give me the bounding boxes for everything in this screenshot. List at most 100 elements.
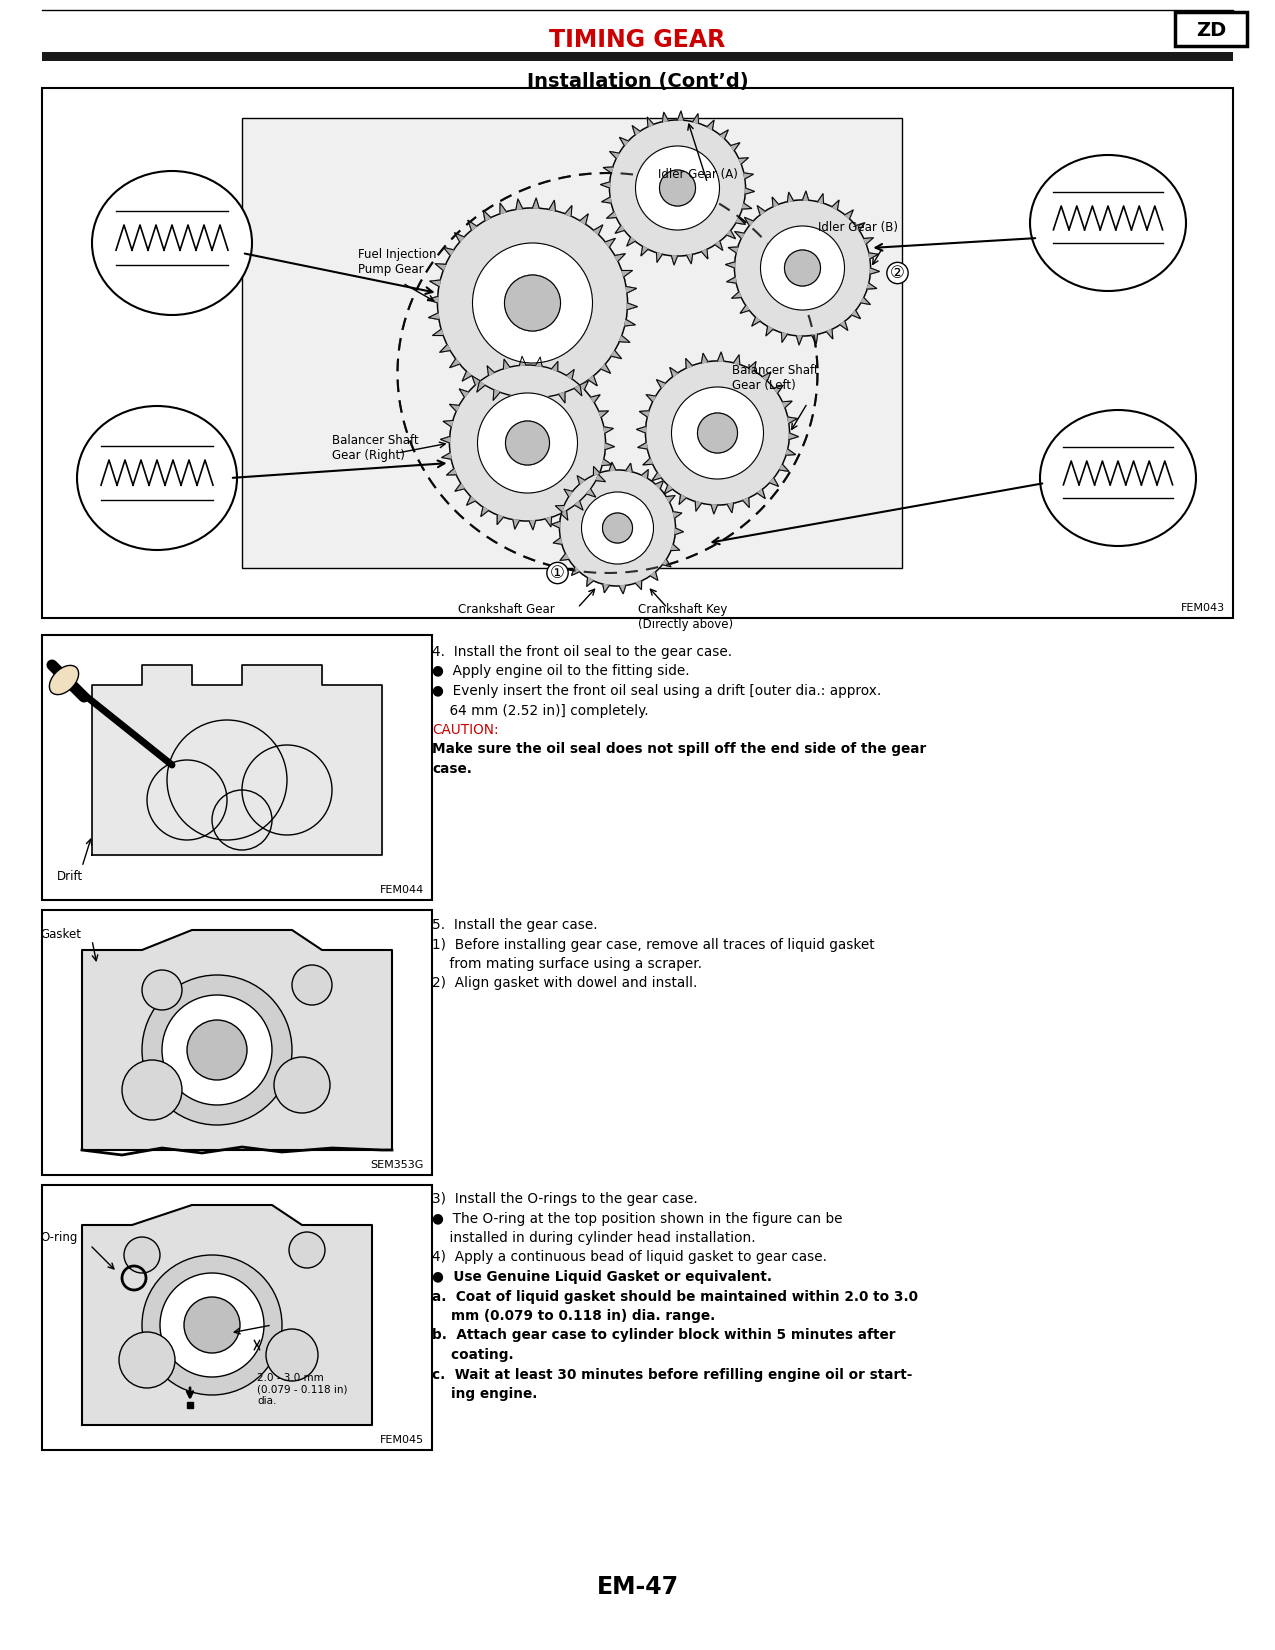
Polygon shape [558,393,565,403]
Text: ZD: ZD [1196,20,1227,40]
Polygon shape [561,510,567,520]
Polygon shape [620,335,630,342]
Polygon shape [607,211,616,218]
Polygon shape [671,544,680,551]
Polygon shape [687,254,692,264]
Circle shape [142,975,292,1125]
Polygon shape [525,398,533,408]
Text: 4.  Install the front oil seal to the gear case.: 4. Install the front oil seal to the gea… [432,645,732,658]
Text: FEM044: FEM044 [380,884,425,894]
Polygon shape [733,355,740,365]
Polygon shape [578,475,585,483]
Polygon shape [677,111,683,120]
Polygon shape [636,427,646,432]
Polygon shape [743,498,750,508]
Polygon shape [743,173,754,178]
Polygon shape [641,470,648,478]
Text: Crankshaft Key
(Directly above): Crankshaft Key (Directly above) [638,602,733,630]
Text: Make sure the oil seal does not spill off the end side of the gear: Make sure the oil seal does not spill of… [432,742,926,756]
Polygon shape [533,198,539,208]
Polygon shape [620,335,630,342]
Polygon shape [745,218,754,226]
Polygon shape [672,256,677,266]
Text: Idler Gear (A): Idler Gear (A) [658,168,737,182]
Polygon shape [513,520,519,530]
Polygon shape [440,345,450,353]
Ellipse shape [1040,409,1196,546]
Polygon shape [586,488,595,497]
Polygon shape [481,507,488,516]
Polygon shape [627,304,638,310]
Polygon shape [565,206,571,216]
Polygon shape [444,421,453,427]
Polygon shape [601,182,609,188]
Polygon shape [663,559,671,568]
Polygon shape [622,271,632,277]
Polygon shape [757,490,765,498]
Bar [42,53,1233,61]
Polygon shape [766,327,773,337]
Polygon shape [586,578,593,586]
Polygon shape [477,381,485,393]
Polygon shape [727,277,736,284]
Polygon shape [635,581,641,589]
Polygon shape [459,389,468,398]
Polygon shape [441,437,450,442]
Polygon shape [733,355,740,365]
Polygon shape [601,182,609,188]
Text: SEM353G: SEM353G [371,1160,425,1170]
Circle shape [697,412,737,454]
Polygon shape [574,384,581,396]
Polygon shape [446,469,456,475]
Bar [42,635,432,899]
Text: 1)  Before installing gear case, remove all traces of liquid gasket: 1) Before installing gear case, remove a… [432,937,875,952]
Text: ●  Apply engine oil to the fitting side.: ● Apply engine oil to the fitting side. [432,665,690,678]
Polygon shape [607,211,616,218]
Polygon shape [782,333,788,342]
Bar [242,119,901,568]
Polygon shape [493,389,500,401]
Polygon shape [620,137,629,145]
Polygon shape [590,394,601,403]
Circle shape [142,970,182,1010]
Polygon shape [626,464,632,472]
Circle shape [635,145,719,229]
Polygon shape [762,371,771,381]
Circle shape [784,251,821,285]
Text: Fuel Injection
Pump Gear: Fuel Injection Pump Gear [357,248,436,276]
Text: b.  Attach gear case to cylinder block within 5 minutes after: b. Attach gear case to cylinder block wi… [432,1328,895,1343]
Polygon shape [635,581,641,589]
Polygon shape [510,396,516,406]
Polygon shape [680,495,686,505]
Polygon shape [774,386,783,393]
Polygon shape [727,231,736,239]
Polygon shape [695,502,701,512]
Polygon shape [603,167,613,173]
Polygon shape [450,358,460,368]
Polygon shape [553,538,562,544]
Polygon shape [580,214,588,224]
Polygon shape [609,462,616,470]
Circle shape [184,1297,240,1353]
Circle shape [784,251,821,285]
Circle shape [560,470,676,586]
Polygon shape [609,462,616,470]
Polygon shape [863,238,873,244]
Polygon shape [650,573,658,581]
Polygon shape [435,264,446,271]
Polygon shape [748,361,756,371]
Polygon shape [519,356,525,365]
Polygon shape [757,206,765,214]
Polygon shape [550,200,556,211]
Text: 4)  Apply a continuous bead of liquid gasket to gear case.: 4) Apply a continuous bead of liquid gas… [432,1251,827,1264]
Circle shape [672,388,764,478]
Polygon shape [92,665,382,855]
Circle shape [659,170,695,206]
Polygon shape [687,254,692,264]
Polygon shape [736,218,746,224]
Polygon shape [867,284,877,289]
Polygon shape [734,231,745,239]
Ellipse shape [92,172,252,315]
Polygon shape [663,112,668,122]
Polygon shape [487,366,495,376]
